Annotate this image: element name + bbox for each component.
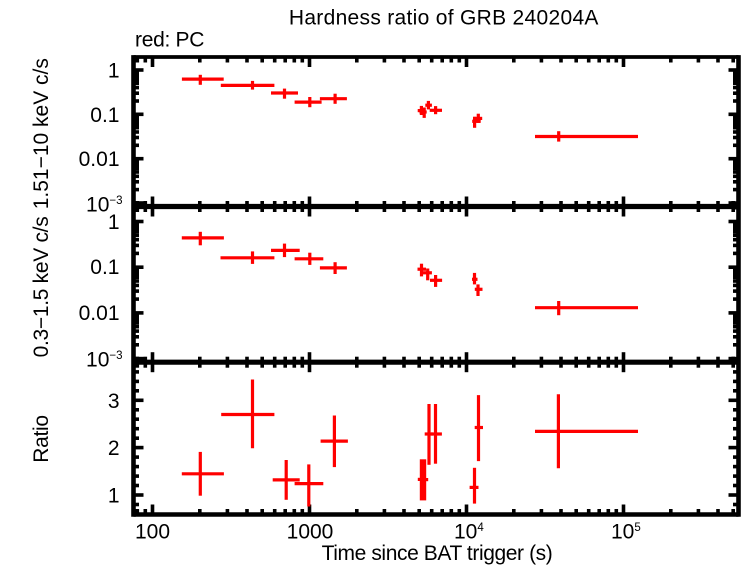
svg-text:Time since BAT trigger (s): Time since BAT trigger (s) bbox=[322, 542, 553, 565]
svg-text:red: PC: red: PC bbox=[135, 29, 204, 52]
svg-text:0.1: 0.1 bbox=[90, 104, 119, 127]
svg-text:0.01: 0.01 bbox=[79, 148, 120, 171]
svg-text:3: 3 bbox=[108, 390, 120, 413]
svg-text:1: 1 bbox=[108, 485, 120, 508]
svg-text:0.3−1.5 keV c/s: 0.3−1.5 keV c/s bbox=[30, 217, 53, 358]
svg-text:Ratio: Ratio bbox=[30, 415, 53, 463]
svg-text:1000: 1000 bbox=[287, 521, 334, 544]
svg-text:105: 105 bbox=[611, 521, 641, 544]
svg-text:1: 1 bbox=[108, 211, 120, 234]
svg-text:2: 2 bbox=[108, 437, 120, 460]
svg-text:Hardness ratio of GRB 240204A: Hardness ratio of GRB 240204A bbox=[289, 7, 599, 30]
svg-text:100: 100 bbox=[135, 521, 170, 544]
svg-text:0.1: 0.1 bbox=[90, 256, 119, 279]
svg-text:1: 1 bbox=[108, 60, 120, 83]
svg-text:104: 104 bbox=[454, 521, 484, 544]
svg-text:1.51−10 keV c/s: 1.51−10 keV c/s bbox=[30, 58, 53, 209]
svg-text:0.01: 0.01 bbox=[79, 302, 120, 325]
